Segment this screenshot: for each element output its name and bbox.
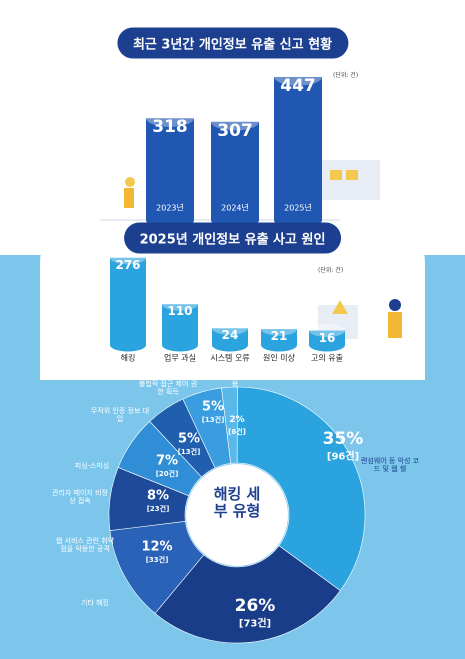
donut-center-title: 해킹 세부 유형 [213,484,261,520]
chart-title: 최근 3년간 개인정보 유출 신고 현황 [116,27,349,59]
value-label: 447 [280,76,316,97]
percent-label: 5% [177,431,201,447]
bar [261,329,297,345]
percent-label: 2% [229,414,245,425]
cylinder-top [274,68,322,86]
category-label: 기타 해킹 [81,598,109,607]
cylinder-top [110,251,146,265]
bar [274,76,322,221]
percent-label: 26% [234,596,276,617]
unit-label: (단위: 건) [318,267,344,274]
count-label: [13건] [177,447,201,456]
category-label: 2025년 [284,203,312,213]
value-label: 276 [115,257,141,272]
category-label: 원인 미상 [263,353,295,363]
donut-slice [182,387,231,469]
count-label: [23건] [146,504,170,513]
donut-slice [154,545,341,644]
category-label: 해킹 [120,353,136,363]
category-label: 관리자 페이지 비정상 접속 [52,488,108,505]
donut-hole [186,464,288,566]
cylinder-top [212,321,248,335]
cylinder-top [261,322,297,336]
bar [211,121,259,220]
category-label: 업무 과실 [164,353,196,363]
bar [110,257,146,345]
category-label: 2024년 [221,203,249,213]
count-label: [33건] [145,555,169,564]
count-label: [6건] [228,427,246,436]
count-label: [13건] [201,415,225,424]
percent-label: 35% [322,429,364,450]
donut-slice [236,386,366,592]
category-label: 불법적 접근 제어 권한 획득 [138,379,198,396]
category-label: 무작위 인증 정보 대입 [90,406,150,423]
chart-title: 2025년 개인정보 유출 사고 원인 [123,222,342,254]
cylinder-top [211,113,259,131]
value-label: 110 [167,304,193,319]
cylinder-top [146,109,194,127]
value-label: 307 [217,120,253,141]
count-label: [96건] [326,451,360,463]
count-label: [20건] [155,469,179,478]
value-label: 24 [221,328,239,343]
value-label: 16 [318,330,336,345]
count-label: [73건] [238,618,272,630]
percent-label: 7% [155,453,179,469]
bar [309,330,345,345]
category-label: 서비스 내 취약점 악용 [205,371,265,388]
value-label: 318 [152,117,188,138]
bar [212,328,248,345]
category-label: 웹 서비스 관련 취약점을 악용한 공격 [55,536,115,553]
cylinder-top [162,297,198,311]
category-label: 2023년 [156,203,184,213]
category-label: 랜섬웨어 등 악성 코드 및 웹 쉘 [360,456,420,473]
percent-label: 12% [141,539,173,555]
category-label: 피싱·스미싱 [74,461,110,470]
percent-label: 8% [146,488,170,504]
unit-label: (단위: 건) [333,72,359,79]
category-label: 고의 유출 [311,353,343,363]
cylinder-top [309,324,345,337]
value-label: 21 [270,329,288,344]
bar [146,118,194,220]
category-label: 시스템 오류 [210,353,250,363]
bar [162,304,198,345]
percent-label: 5% [201,399,225,415]
